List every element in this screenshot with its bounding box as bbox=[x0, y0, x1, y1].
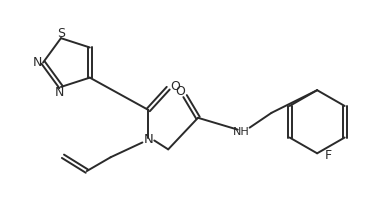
Text: N: N bbox=[33, 56, 42, 69]
Text: F: F bbox=[325, 149, 332, 162]
Text: NH: NH bbox=[233, 127, 250, 137]
Text: O: O bbox=[170, 80, 180, 93]
Text: N: N bbox=[143, 133, 153, 146]
Text: N: N bbox=[55, 86, 65, 99]
Text: S: S bbox=[57, 27, 65, 40]
Text: O: O bbox=[175, 85, 185, 98]
